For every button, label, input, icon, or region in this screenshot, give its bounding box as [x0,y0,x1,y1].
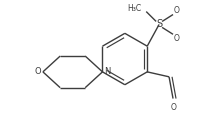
Text: O: O [173,34,179,43]
Text: O: O [173,6,179,15]
Text: O: O [34,67,41,76]
Text: H₃C: H₃C [126,4,141,13]
Text: O: O [170,102,176,112]
Text: N: N [104,67,110,76]
Text: S: S [155,19,161,29]
